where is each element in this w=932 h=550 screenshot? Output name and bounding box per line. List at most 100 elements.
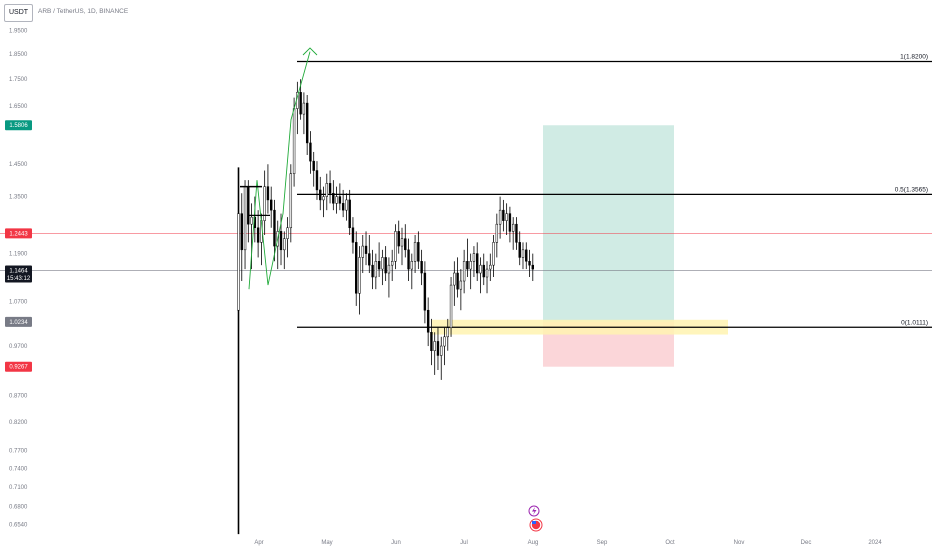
candle-body bbox=[355, 242, 358, 294]
candle-body bbox=[479, 264, 482, 274]
candle-body bbox=[498, 209, 502, 225]
fib-label-0: 0(1.0111) bbox=[901, 319, 928, 326]
candle-body bbox=[312, 160, 315, 171]
price-tick-label: 0.6540 bbox=[9, 522, 28, 528]
price-tick-label: 1.4500 bbox=[9, 162, 28, 168]
price-tick-label: 0.6800 bbox=[9, 505, 28, 511]
fib-label-1: 1(1.8200) bbox=[900, 53, 928, 60]
candle-body bbox=[292, 108, 296, 174]
candle-body bbox=[456, 272, 459, 290]
candle-body bbox=[505, 213, 508, 221]
time-tick-label: Jul bbox=[460, 540, 468, 546]
candle-body bbox=[371, 264, 374, 278]
candle-body bbox=[345, 199, 348, 211]
time-tick-label: Aug bbox=[528, 540, 539, 546]
trend-drawings[interactable] bbox=[240, 47, 318, 290]
trend-path bbox=[248, 51, 311, 290]
position-tool[interactable] bbox=[543, 125, 674, 367]
time-tick-label: Apr bbox=[254, 540, 263, 546]
candle-body bbox=[283, 238, 286, 251]
candle-body bbox=[384, 257, 387, 274]
candle-body bbox=[338, 196, 342, 204]
candle-body bbox=[374, 261, 378, 278]
time-tick-label: Jun bbox=[391, 540, 401, 546]
candle-body bbox=[377, 261, 381, 270]
fib-label-0.5: 0.5(1.3565) bbox=[895, 186, 928, 193]
candle-body bbox=[328, 183, 332, 194]
candle-body bbox=[436, 341, 440, 356]
price-badge-value: 1.1464 bbox=[9, 268, 28, 274]
price-badge-entry bbox=[5, 228, 32, 239]
price-badge-value: 1.2443 bbox=[9, 231, 28, 237]
price-badge-value: 1.0234 bbox=[9, 320, 28, 326]
candle-body bbox=[521, 249, 525, 258]
candle-body bbox=[515, 223, 518, 243]
candle-body bbox=[485, 268, 489, 278]
price-badge-stop bbox=[5, 361, 32, 372]
candle-body bbox=[302, 102, 306, 115]
profit-zone bbox=[543, 125, 674, 322]
candle-body bbox=[341, 203, 345, 211]
candle-body bbox=[390, 261, 394, 266]
price-tick-label: 0.8700 bbox=[9, 393, 28, 399]
candle-body bbox=[489, 264, 492, 270]
candle-body bbox=[430, 332, 433, 351]
price-tick-label: 0.7700 bbox=[9, 448, 28, 454]
event-markers[interactable] bbox=[528, 505, 543, 532]
time-tick-label: Oct bbox=[665, 540, 675, 546]
candle-body bbox=[492, 242, 495, 266]
price-tick-label: 0.8200 bbox=[9, 420, 28, 426]
candle-body bbox=[305, 102, 309, 144]
price-tick-label: 1.1900 bbox=[9, 252, 28, 258]
candle-body bbox=[466, 261, 469, 270]
candle-body bbox=[394, 231, 397, 262]
candle-body bbox=[453, 272, 456, 286]
candle-body bbox=[266, 186, 270, 201]
price-badge-value: 0.9267 bbox=[9, 365, 28, 371]
candle-body bbox=[404, 238, 407, 251]
price-tick-label: 1.7500 bbox=[9, 77, 28, 83]
time-axis[interactable]: Apr May Jun Jul Aug Sep Oct Nov Dec 2024 bbox=[254, 540, 882, 546]
candle-body bbox=[410, 261, 414, 270]
candle-body bbox=[315, 170, 319, 191]
candle-body bbox=[531, 264, 534, 270]
candle-body bbox=[420, 261, 423, 274]
symbol-button[interactable]: USDT bbox=[4, 4, 34, 22]
candle-body bbox=[286, 227, 289, 239]
candle-body bbox=[289, 173, 293, 229]
candle-body bbox=[256, 227, 260, 243]
candle-body bbox=[361, 245, 364, 258]
candle-body bbox=[525, 249, 528, 262]
candle-body bbox=[309, 142, 312, 162]
candle-body bbox=[449, 284, 453, 329]
price-tick-label: 1.3500 bbox=[9, 195, 28, 201]
candle-body bbox=[351, 227, 355, 243]
candle-body bbox=[381, 257, 384, 270]
horizontal-price-lines[interactable] bbox=[0, 233, 932, 271]
candle-body bbox=[387, 264, 391, 274]
candle-body bbox=[459, 280, 463, 290]
candle-body bbox=[325, 183, 328, 197]
candle-body bbox=[417, 242, 420, 262]
price-badge-level bbox=[5, 316, 32, 327]
candle-body bbox=[462, 261, 466, 282]
price-tick-label: 0.7100 bbox=[9, 485, 28, 491]
candle-body bbox=[400, 238, 404, 247]
candle-body bbox=[502, 209, 505, 221]
candle-body bbox=[482, 264, 485, 278]
price-tick-label: 1.9500 bbox=[9, 28, 28, 34]
candle-body bbox=[273, 209, 276, 247]
price-badge-last bbox=[5, 265, 32, 283]
time-tick-label: May bbox=[321, 540, 332, 546]
price-badge-time: 15:43:12 bbox=[7, 276, 31, 282]
candle-body bbox=[335, 196, 338, 204]
fib-retracement[interactable]: 1(1.8200) 0.5(1.3565) 0(1.0111) bbox=[297, 53, 932, 328]
price-tick-label: 1.6500 bbox=[9, 104, 28, 110]
candle-body bbox=[364, 245, 368, 254]
candle-body bbox=[240, 213, 243, 251]
candle-body bbox=[433, 341, 436, 351]
price-axis[interactable]: 1.9500 1.8500 1.7500 1.6500 1.4500 1.3500 1.19… bbox=[9, 28, 28, 528]
price-tick-label: 1.0700 bbox=[9, 300, 28, 306]
time-tick-label: Sep bbox=[597, 540, 608, 546]
